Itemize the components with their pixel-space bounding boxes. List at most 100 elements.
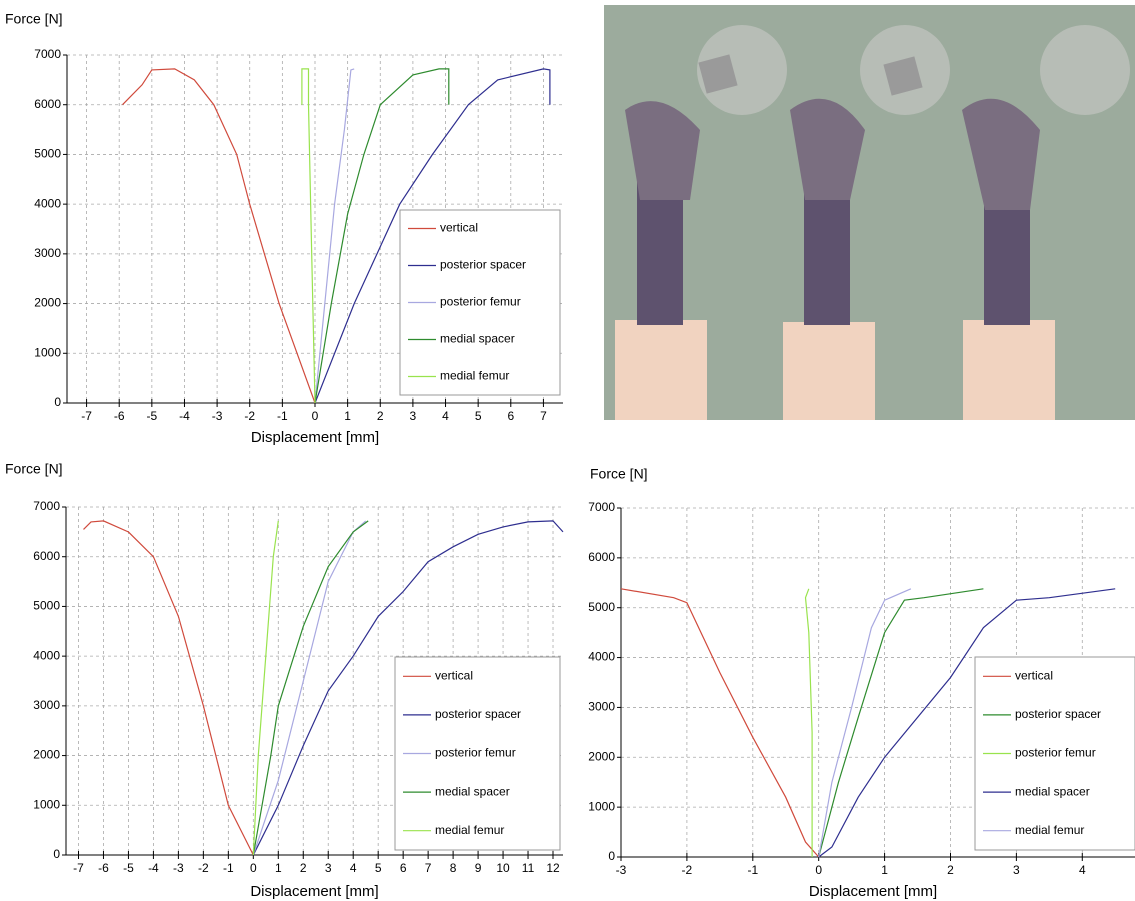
x-tick-label: -5 [123,861,134,875]
x-tick-label: -3 [173,861,184,875]
data-line [314,68,551,404]
data-line [252,520,369,856]
x-tick-label: 6 [507,409,514,423]
x-tick-label: 12 [546,861,560,875]
x-axis-label: Displacement [mm] [809,883,937,900]
x-tick-label: 11 [522,861,535,875]
legend-label: vertical [1015,668,1053,682]
x-axis-label: Displacement [mm] [251,429,379,446]
data-line [252,520,367,856]
legend-label: medial femur [1015,823,1084,837]
legend-label: medial spacer [1015,784,1090,798]
data-line [818,588,984,858]
y-tick-label: 3000 [33,698,60,712]
y-tick-label: 5000 [588,600,615,614]
y-tick-label: 4000 [588,650,615,664]
x-tick-label: -3 [212,409,223,423]
data-line [252,520,279,856]
x-tick-label: -6 [98,861,109,875]
x-tick-label: -7 [81,409,92,423]
x-tick-label: 1 [881,863,888,877]
data-line [314,68,355,404]
x-tick-label: -2 [198,861,209,875]
y-tick-label: 2000 [588,749,615,763]
x-tick-label: -4 [148,861,159,875]
data-line [818,588,912,858]
y-tick-label: 0 [608,849,615,863]
y-tick-label: 2000 [33,748,60,762]
x-tick-label: -2 [682,863,693,877]
x-tick-label: -2 [244,409,255,423]
x-tick-label: -4 [179,409,190,423]
x-tick-label: 3 [1013,863,1020,877]
x-tick-label: 7 [425,861,432,875]
y-tick-label: 2000 [34,296,61,310]
legend-label: vertical [435,668,473,682]
y-tick-label: 4000 [34,196,61,210]
x-tick-label: 4 [1079,863,1086,877]
x-tick-label: -6 [114,409,125,423]
data-line [314,68,450,404]
data-line [818,588,1116,858]
y-tick-label: 4000 [33,648,60,662]
legend-label: medial femur [440,369,509,383]
x-tick-label: 4 [350,861,357,875]
legend-label: medial femur [435,823,504,837]
x-tick-label: -3 [616,863,627,877]
legend-label: medial spacer [435,784,510,798]
x-tick-label: 4 [442,409,449,423]
x-axis-label: Displacement [mm] [250,883,378,900]
y-tick-label: 7000 [588,500,615,514]
legend-label: posterior femur [440,295,521,309]
x-tick-label: 9 [475,861,482,875]
data-line [301,68,316,404]
x-tick-label: -5 [147,409,158,423]
x-tick-label: 2 [377,409,384,423]
legend-label: posterior spacer [1015,707,1101,721]
legend-label: medial spacer [440,332,515,346]
y-tick-label: 1000 [33,797,60,811]
x-tick-label: 3 [410,409,417,423]
x-tick-label: 6 [400,861,407,875]
x-tick-label: -1 [223,861,234,875]
x-tick-label: 8 [450,861,457,875]
x-tick-label: 5 [375,861,382,875]
x-tick-label: -7 [73,861,84,875]
y-tick-label: 0 [53,847,60,861]
x-tick-label: 0 [312,409,319,423]
data-line [83,520,254,856]
photo [604,5,1135,420]
y-tick-label: 5000 [33,599,60,613]
legend-label: vertical [440,221,478,235]
x-tick-label: 0 [815,863,822,877]
data-line [804,588,813,857]
x-tick-label: 2 [947,863,954,877]
x-tick-label: 2 [300,861,307,875]
y-tick-label: 7000 [34,47,61,61]
x-tick-label: 10 [496,861,510,875]
x-tick-label: 7 [540,409,547,423]
y-tick-label: 3000 [588,700,615,714]
legend-label: posterior femur [1015,746,1096,760]
x-tick-label: 3 [325,861,332,875]
y-tick-label: 0 [54,395,61,409]
y-tick-label: 6000 [33,549,60,563]
y-axis-label: Force [N] [5,461,63,477]
y-axis-label: Force [N] [5,11,63,27]
x-tick-label: 5 [475,409,482,423]
legend-label: posterior spacer [440,258,526,272]
y-tick-label: 3000 [34,246,61,260]
y-tick-label: 1000 [588,799,615,813]
x-tick-label: 0 [250,861,257,875]
y-tick-label: 6000 [588,550,615,564]
y-tick-label: 7000 [33,499,60,513]
x-tick-label: -1 [277,409,288,423]
x-tick-label: -1 [747,863,758,877]
x-tick-label: 1 [275,861,282,875]
legend-label: posterior spacer [435,707,521,721]
y-tick-label: 5000 [34,147,61,161]
y-axis-label: Force [N] [590,466,648,482]
data-line [620,588,820,858]
data-line [122,68,316,404]
